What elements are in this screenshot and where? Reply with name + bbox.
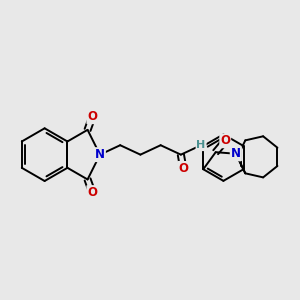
- Text: N: N: [95, 148, 105, 161]
- Text: O: O: [87, 110, 97, 123]
- Text: N: N: [231, 147, 241, 160]
- Text: O: O: [87, 186, 97, 199]
- Text: O: O: [220, 134, 230, 147]
- Text: N: N: [231, 147, 241, 160]
- Text: H: H: [196, 140, 206, 150]
- Text: O: O: [178, 162, 188, 175]
